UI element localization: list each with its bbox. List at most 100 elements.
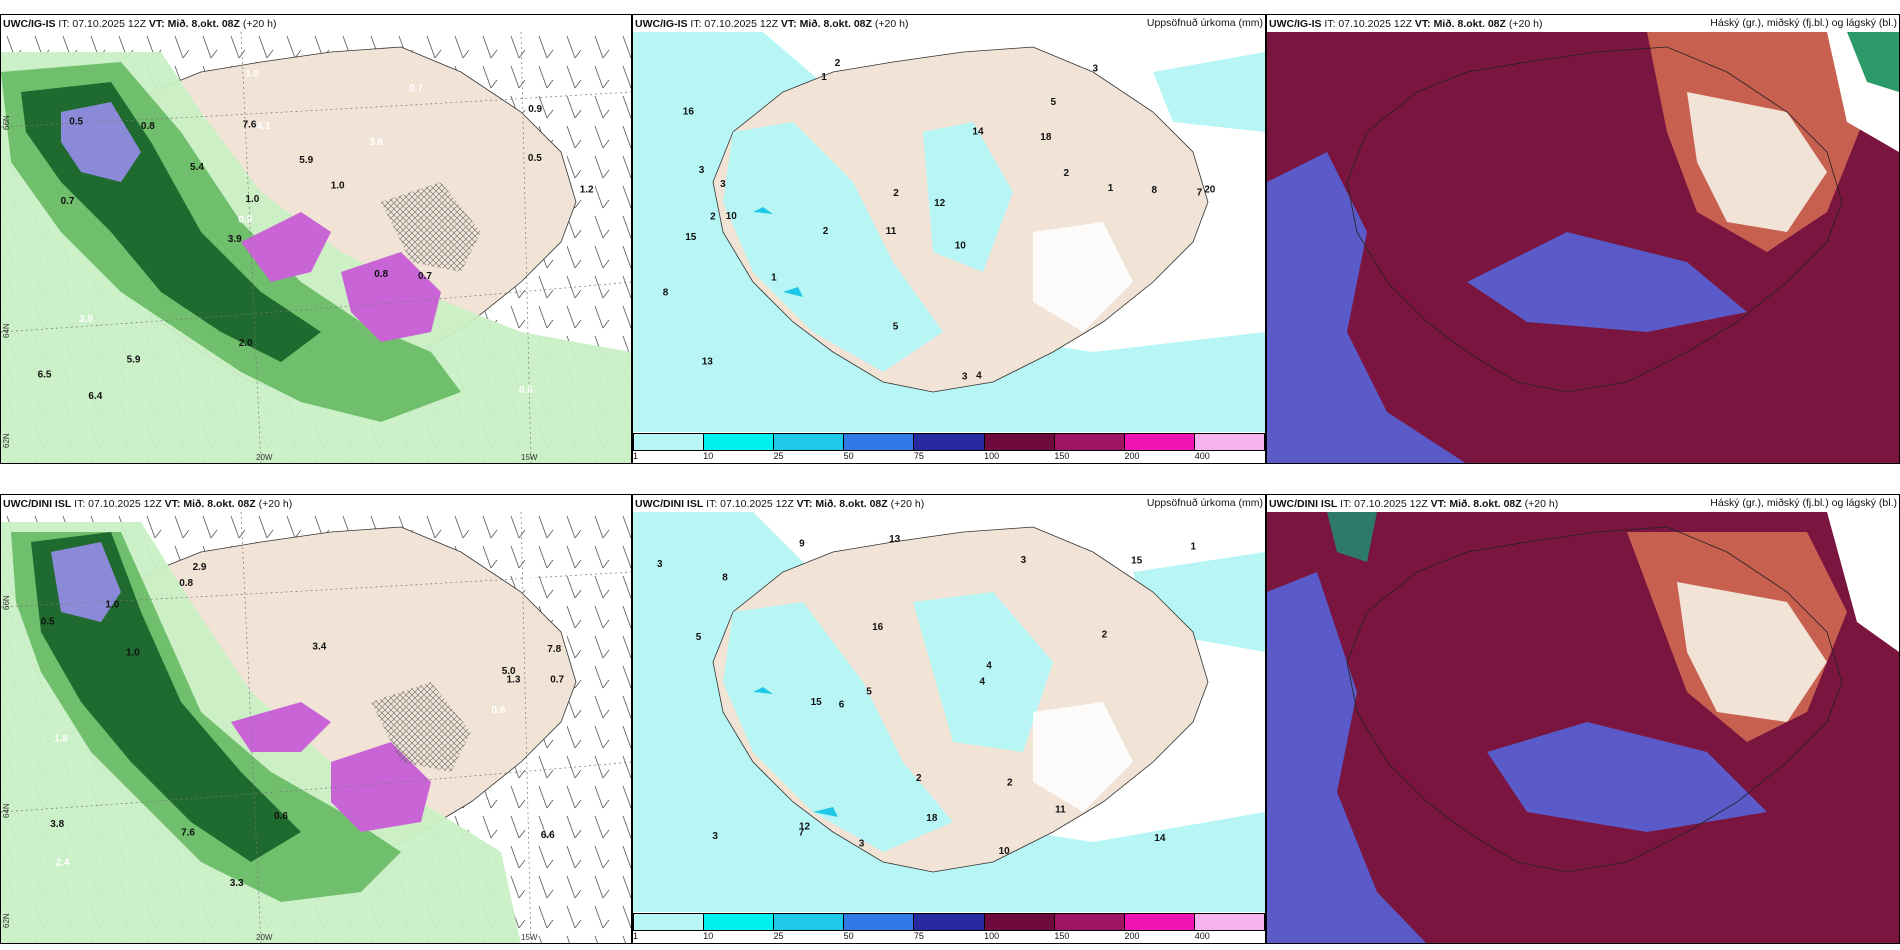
panel-field-label: Uppsöfnuð úrkoma (mm) [1146,17,1263,29]
colorbar-segment [844,434,915,450]
map-precip-wind-top: UWC/IG-IS IT: 07.10.2025 12Z VT: Mið. 8.… [0,14,632,464]
value-label: 11 [1055,805,1066,816]
colorbar-segment [774,434,845,450]
colorbar-segment [984,914,1055,930]
value-label: 3.9 [228,234,242,245]
value-label: 4.1 [257,121,271,132]
lat-label-64: 64N [2,323,11,338]
value-label: 18 [926,813,938,824]
value-label: 10 [999,846,1011,857]
map-canvas [1267,512,1899,943]
land-precip [723,122,943,372]
value-label: 5 [1051,97,1057,108]
model-name: UWC/DINI ISL [3,498,72,510]
colorbar-ticks: 1 10 25 50 75 100 150 200 400 [633,931,1265,943]
hatched-area [381,182,481,272]
value-label: 8 [722,573,728,584]
value-label: 4 [980,677,986,688]
init-time: IT: 07.10.2025 12Z [58,18,146,30]
precip-blue [61,102,141,182]
panel-header: UWC/DINI ISL IT: 07.10.2025 12Z VT: Mið.… [1269,496,1558,512]
value-label: 2 [1102,629,1108,640]
value-label: 16 [872,622,884,633]
value-label: 0.8 [374,269,388,280]
value-label: 2 [1007,777,1013,788]
lon-label-15: 15W [521,933,538,942]
value-label: 0.6 [492,705,506,716]
valid-time: Mið. 8.okt. 08Z [1449,498,1522,510]
value-label: 7.6 [243,120,257,131]
map-accum-precip-bottom: UWC/DINI ISL IT: 07.10.2025 12Z VT: Mið.… [632,494,1266,944]
valid-time: Mið. 8.okt. 08Z [1433,18,1506,30]
lon-label-20: 20W [256,453,273,462]
colorbar-tick-label: 10 [703,451,714,461]
value-label: 3 [962,371,968,382]
value-label: 18 [1040,132,1052,143]
colorbar-tick-label: 100 [984,931,1000,941]
colorbar-tick-label: 1 [633,451,639,461]
value-label: 1.0 [105,600,119,611]
precip-purple-2 [331,742,431,832]
lat-label-64: 64N [2,803,11,818]
lead-time: (+20 h) [258,498,293,510]
value-label: 3 [712,831,718,842]
value-label: 0.6 [519,385,533,396]
value-label: 11 [886,226,897,237]
colorbar-tick-label: 100 [984,451,1000,461]
value-label: 7.9 [491,814,505,825]
map-canvas [1267,32,1899,463]
colorbar-tick-label: 25 [773,931,784,941]
value-label: 4 [976,370,982,381]
value-label: 8 [663,288,669,299]
colorbar-segment [914,914,985,930]
value-label: 3.8 [50,819,64,830]
value-label: 2 [1064,168,1070,179]
value-label: 6.6 [541,830,555,841]
row-bottom: UWC/DINI ISL IT: 07.10.2025 12Z VT: Mið.… [0,494,1900,944]
precip-purple-2 [341,252,441,342]
colorbar-tick-label: 400 [1194,451,1210,461]
cloud-high-green [1847,32,1899,92]
valid-label: VT: [1414,18,1431,30]
valid-label: VT: [796,498,813,510]
valid-time: Mið. 8.okt. 08Z [167,18,240,30]
coastline [1346,526,1843,873]
init-time: IT: 07.10.2025 12Z [706,498,794,510]
colorbar-segment [1124,914,1195,930]
cloud-high-green [1327,512,1377,562]
colorbar [633,433,1265,451]
value-label: 2.9 [193,562,207,573]
row-top: UWC/IG-IS IT: 07.10.2025 12Z VT: Mið. 8.… [0,14,1900,464]
init-time: IT: 07.10.2025 12Z [74,498,162,510]
colorbar-segment [914,434,985,450]
map-clouds-top: UWC/IG-IS IT: 07.10.2025 12Z VT: Mið. 8.… [1266,14,1900,464]
colorbar-tick-label: 25 [773,451,784,461]
value-label: 2.4 [56,858,70,869]
lat-label-62: 62N [2,913,11,928]
value-label: 2 [823,226,829,237]
hatched-area [371,682,471,772]
colorbar-segment [1194,914,1264,930]
value-label: 3 [859,838,865,849]
valid-label: VT: [164,498,181,510]
map-accum-precip-top: UWC/IG-IS IT: 07.10.2025 12Z VT: Mið. 8.… [632,14,1266,464]
value-label: 20 [1204,185,1216,196]
value-label: 2 [710,212,716,223]
panel-header: UWC/IG-IS IT: 07.10.2025 12Z VT: Mið. 8.… [3,16,276,32]
model-name: UWC/DINI ISL [635,498,704,510]
value-label: 0.6 [274,811,288,822]
value-label: 3.8 [524,571,538,582]
panel-field-label: Uppsöfnuð úrkoma (mm) [1146,497,1263,509]
colorbar-segment [704,434,775,450]
colorbar-tick-label: 400 [1194,931,1210,941]
land-precip-3 [1033,702,1133,812]
value-label: 7.6 [181,828,195,839]
cloud-mid-west [1267,572,1427,943]
model-name: UWC/DINI ISL [1269,498,1338,510]
value-label: 5.9 [127,354,141,365]
init-time: IT: 07.10.2025 12Z [1340,498,1428,510]
colorbar-tick-label: 10 [703,931,714,941]
value-label: 7 [799,828,805,839]
